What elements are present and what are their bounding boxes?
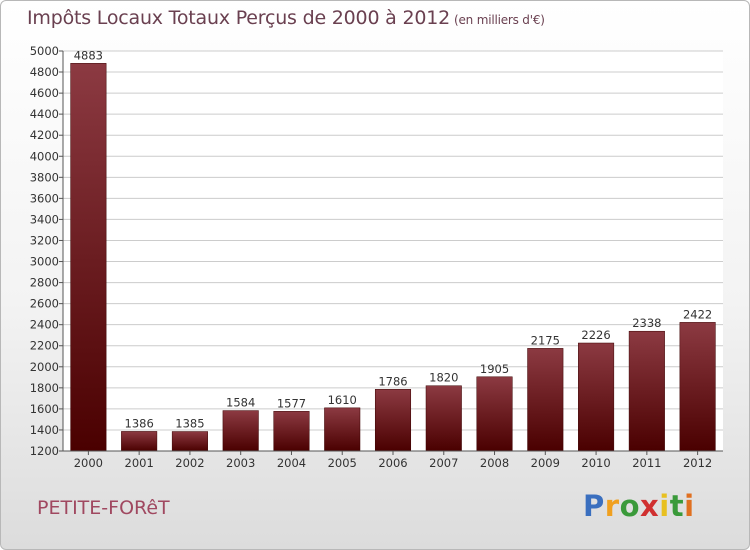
bar-2008: [476, 376, 513, 452]
proxiti-logo: Proxiti: [583, 489, 695, 523]
bar-value-label: 2422: [683, 307, 712, 321]
y-tick-label: 1800: [30, 381, 59, 395]
y-tick-label: 3200: [30, 233, 59, 247]
bars: 4883 1386 1385 1584 1577 1610 1786 1820 1905 2175…: [70, 48, 716, 452]
bar-value-label: 2338: [632, 316, 661, 330]
x-tick-label: 2001: [125, 456, 154, 470]
y-tick-label: 2400: [30, 318, 59, 332]
chart-title-text: Impôts Locaux Totaux Perçus de 2000 à 20…: [27, 7, 451, 29]
bar-2001: [121, 431, 158, 452]
y-tick-label: 4600: [30, 86, 59, 100]
bar-value-label: 1577: [277, 396, 306, 410]
bar-value-label: 1610: [328, 393, 357, 407]
bar-value-label: 1584: [226, 396, 255, 410]
chart-title: Impôts Locaux Totaux Perçus de 2000 à 20…: [27, 7, 545, 29]
x-tick-label: 2012: [683, 456, 712, 470]
bar-2011: [628, 330, 665, 452]
logo-letter: r: [604, 489, 620, 523]
x-tick-label: 2005: [328, 456, 357, 470]
x-tick-label: 2008: [480, 456, 509, 470]
chart-unit: (en milliers d'€): [454, 13, 545, 27]
x-tick-label: 2000: [74, 456, 103, 470]
y-tick-label: 4400: [30, 107, 59, 121]
bar-value-label: 1905: [480, 362, 509, 376]
bar-2009: [527, 348, 564, 452]
bar-value-label: 2226: [581, 328, 610, 342]
y-tick-label: 3400: [30, 212, 59, 226]
y-tick-label: 2000: [30, 360, 59, 374]
bar-value-label: 4883: [74, 48, 103, 62]
bar-value-label: 1386: [125, 416, 154, 430]
logo-letter: P: [583, 489, 605, 523]
y-tick-label: 3800: [30, 170, 59, 184]
y-tick-label: 1600: [30, 402, 59, 416]
x-tick-label: 2003: [226, 456, 255, 470]
x-axis: 2000 2001 2002 2003 2004 2005 2006 2007 2008 2009…: [63, 450, 723, 470]
bar-value-label: 1786: [378, 374, 407, 388]
bar-2003: [222, 410, 259, 452]
y-tick-label: 4200: [30, 128, 59, 142]
bar-2005: [324, 407, 361, 452]
bar-value-label: 2175: [531, 333, 560, 347]
x-tick-label: 2002: [175, 456, 204, 470]
bar-2004: [273, 411, 310, 452]
x-tick-label: 2009: [531, 456, 560, 470]
logo-letter: x: [640, 489, 660, 523]
y-tick-label: 4000: [30, 149, 59, 163]
x-tick-label: 2007: [429, 456, 458, 470]
y-axis: 1200 1400 1600 1800 2000 2200 2400 2600 2800 3000…: [30, 44, 64, 458]
y-tick-label: 3000: [30, 255, 59, 269]
bar-value-label: 1385: [175, 417, 204, 431]
bar-2006: [374, 389, 412, 452]
logo-letter: o: [619, 489, 641, 523]
x-tick-label: 2010: [581, 456, 610, 470]
bar-value-label: 1820: [429, 371, 458, 385]
y-tick-label: 3600: [30, 191, 59, 205]
y-tick-label: 1400: [30, 423, 59, 437]
bar-2012: [679, 322, 716, 452]
bar-2002: [171, 431, 208, 452]
x-tick-label: 2011: [632, 456, 661, 470]
y-tick-label: 2600: [30, 297, 59, 311]
y-tick-label: 4800: [30, 65, 59, 79]
logo-letter: i: [684, 489, 695, 523]
logo-letter: t: [669, 489, 685, 523]
y-tick-label: 1200: [30, 444, 59, 458]
town-name: PETITE-FORêT: [37, 497, 170, 519]
x-tick-label: 2004: [277, 456, 306, 470]
bar-2010: [578, 342, 615, 452]
bar-2000: [70, 63, 107, 452]
logo-letter: i: [659, 489, 670, 523]
y-tick-label: 2800: [30, 276, 59, 290]
y-tick-label: 5000: [30, 44, 59, 58]
bar-2007: [425, 385, 462, 452]
x-tick-label: 2006: [378, 456, 407, 470]
y-tick-label: 2200: [30, 339, 59, 353]
